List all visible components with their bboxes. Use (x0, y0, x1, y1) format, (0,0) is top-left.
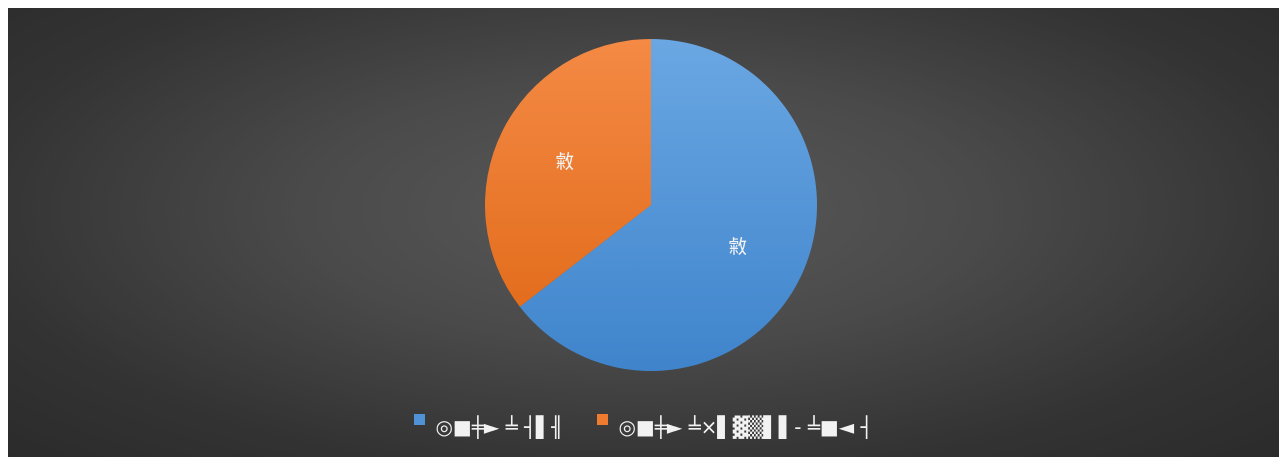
pie-chart: 敹敹 (485, 38, 817, 372)
pie-data-label-2: 敹 (555, 151, 574, 173)
pie-data-label-1: 敹 (728, 236, 747, 258)
legend-item-2: ◎■╪► ╧×▌▓▒▌▌- ╧■◄ ┤ (597, 410, 873, 444)
pie-slice-1 (519, 39, 817, 372)
chart-legend: ◎■╪► ╧ ┤▌╢ ◎■╪► ╧×▌▓▒▌▌- ╧■◄ ┤ (8, 410, 1279, 450)
pie-slice-2 (485, 38, 651, 307)
legend-label-1: ◎■╪► ╧ ┤▌╢ (435, 415, 564, 439)
legend-item-1: ◎■╪► ╧ ┤▌╢ (414, 410, 563, 444)
legend-label-2: ◎■╪► ╧×▌▓▒▌▌- ╧■◄ ┤ (618, 415, 873, 439)
legend-swatch-2 (597, 414, 609, 425)
legend-swatch-1 (414, 414, 426, 425)
chart-area: 敹敹 ◎■╪► ╧ ┤▌╢ ◎■╪► ╧×▌▓▒▌▌- ╧■◄ ┤ (8, 8, 1279, 457)
